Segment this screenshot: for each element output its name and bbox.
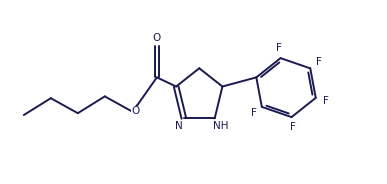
Text: O: O bbox=[132, 106, 140, 116]
Text: NH: NH bbox=[213, 121, 228, 131]
Text: O: O bbox=[153, 33, 161, 43]
Text: F: F bbox=[291, 122, 296, 132]
Text: N: N bbox=[175, 121, 183, 131]
Text: F: F bbox=[323, 96, 329, 106]
Text: F: F bbox=[316, 57, 322, 67]
Text: F: F bbox=[276, 43, 282, 53]
Text: F: F bbox=[251, 108, 257, 118]
